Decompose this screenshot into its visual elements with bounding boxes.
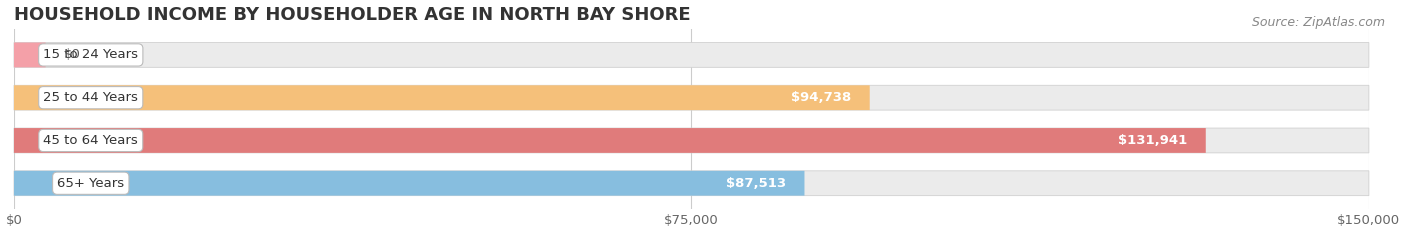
Text: Source: ZipAtlas.com: Source: ZipAtlas.com xyxy=(1251,16,1385,29)
Text: $94,738: $94,738 xyxy=(792,91,852,104)
FancyBboxPatch shape xyxy=(14,85,870,110)
Text: 15 to 24 Years: 15 to 24 Years xyxy=(44,48,138,62)
FancyBboxPatch shape xyxy=(14,171,1369,196)
FancyBboxPatch shape xyxy=(14,43,1369,67)
Text: 65+ Years: 65+ Years xyxy=(58,177,124,190)
Text: $0: $0 xyxy=(63,48,80,62)
Text: $87,513: $87,513 xyxy=(727,177,786,190)
Text: HOUSEHOLD INCOME BY HOUSEHOLDER AGE IN NORTH BAY SHORE: HOUSEHOLD INCOME BY HOUSEHOLDER AGE IN N… xyxy=(14,6,690,24)
FancyBboxPatch shape xyxy=(14,171,804,196)
Text: 25 to 44 Years: 25 to 44 Years xyxy=(44,91,138,104)
FancyBboxPatch shape xyxy=(14,128,1369,153)
Text: $131,941: $131,941 xyxy=(1118,134,1188,147)
Text: 45 to 64 Years: 45 to 64 Years xyxy=(44,134,138,147)
FancyBboxPatch shape xyxy=(14,85,1369,110)
FancyBboxPatch shape xyxy=(14,43,45,67)
FancyBboxPatch shape xyxy=(14,128,1206,153)
